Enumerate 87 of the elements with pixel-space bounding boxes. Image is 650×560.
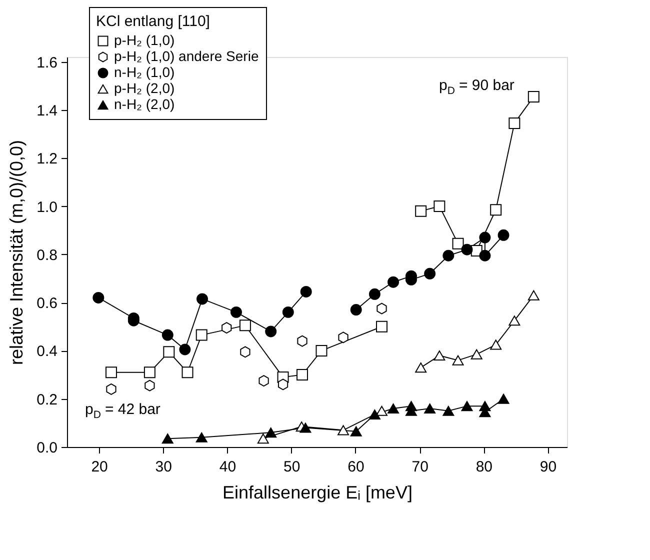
point [415, 205, 427, 217]
point [368, 288, 380, 300]
point [338, 425, 350, 436]
point [162, 434, 174, 444]
point [240, 346, 250, 358]
y-tick-label: 1.0 [36, 198, 58, 216]
point [388, 403, 400, 414]
x-tick-label: 20 [91, 458, 108, 476]
legend-label: n-H₂ (1,0) [114, 64, 175, 80]
point [106, 383, 116, 395]
point [452, 238, 464, 250]
y-tick-label: 1.4 [36, 102, 58, 120]
point [498, 394, 510, 404]
x-tick-label: 90 [540, 458, 557, 476]
point [461, 401, 473, 412]
point [144, 366, 156, 378]
point [179, 344, 191, 356]
point [434, 200, 446, 212]
x-tick-label: 80 [476, 458, 493, 476]
y-tick-label: 0.4 [36, 343, 58, 360]
point [258, 375, 269, 387]
y-tick-label: 0.0 [36, 440, 58, 456]
point [92, 292, 104, 304]
point [196, 329, 208, 341]
point [490, 204, 502, 216]
point [461, 244, 473, 256]
legend-label: p-H₂ (1,0) [114, 32, 175, 48]
point [528, 90, 540, 102]
point [424, 403, 436, 414]
point [265, 326, 277, 338]
point [278, 378, 288, 390]
y-tick-label: 0.6 [36, 295, 58, 312]
legend-label: p-H₂ (1,0) andere Serie [114, 48, 259, 64]
point [376, 302, 387, 314]
point [230, 306, 242, 318]
point [452, 355, 464, 366]
point [528, 290, 540, 300]
point [282, 306, 294, 318]
point [162, 329, 174, 341]
point [163, 346, 175, 358]
point [388, 276, 400, 288]
point [182, 366, 194, 378]
point [479, 232, 491, 244]
y-tick-label: 1.6 [36, 54, 58, 72]
x-tick-label: 60 [348, 458, 364, 476]
point [300, 422, 312, 433]
point [296, 369, 308, 381]
point [434, 350, 446, 361]
point [508, 316, 520, 326]
point [350, 304, 362, 316]
point [498, 229, 510, 241]
x-axis-title: Einfallsenergie Eᵢ [meV] [222, 482, 412, 502]
point [442, 406, 454, 416]
point [376, 320, 388, 332]
point [368, 409, 380, 420]
point [415, 362, 427, 373]
y-tick-label: 1.2 [36, 150, 58, 168]
point [265, 428, 277, 438]
point [316, 344, 328, 356]
point [424, 268, 436, 280]
legend-title: KCl entlang [110] [96, 13, 210, 30]
y-tick-label: 0.8 [36, 246, 58, 264]
point [222, 322, 232, 334]
x-tick-label: 70 [412, 458, 428, 476]
point [442, 250, 454, 262]
point [300, 286, 312, 298]
x-tick-label: 50 [284, 458, 300, 476]
point [479, 250, 491, 262]
point [105, 366, 117, 378]
y-axis-title: relative Intensität (m,0)/(0,0) [6, 140, 27, 366]
point [297, 335, 308, 347]
point [257, 434, 269, 444]
point [144, 380, 155, 392]
point [196, 432, 208, 442]
legend-label: p-H₂ (2,0) [114, 80, 175, 96]
point [470, 349, 482, 360]
point [376, 406, 388, 416]
y-tick-label: 0.2 [36, 391, 58, 408]
point [338, 332, 348, 344]
point [350, 426, 362, 436]
point [508, 117, 520, 129]
point [490, 340, 502, 350]
x-tick-label: 30 [155, 458, 172, 476]
point [239, 320, 251, 332]
point [196, 293, 208, 305]
legend-label: n-H₂ (2,0) [114, 96, 175, 112]
x-tick-label: 40 [219, 458, 236, 476]
